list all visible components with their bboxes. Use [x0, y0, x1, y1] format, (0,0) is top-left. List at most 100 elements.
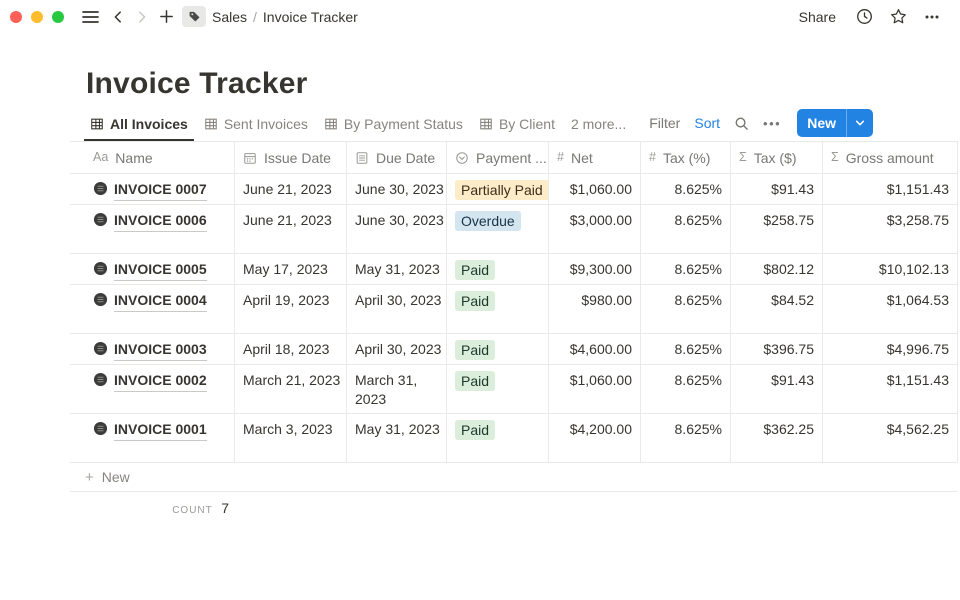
tax-percent-cell[interactable]: 8.625%	[641, 174, 731, 204]
payment-status-cell[interactable]: Paid	[447, 254, 549, 284]
net-cell[interactable]: $1,060.00	[549, 174, 641, 204]
table-view-icon	[479, 117, 493, 131]
tax-dollar-cell[interactable]: $396.75	[731, 334, 823, 364]
breadcrumb-page[interactable]: Invoice Tracker	[262, 8, 358, 25]
filter-button[interactable]: Filter	[649, 115, 681, 131]
share-button[interactable]: Share	[798, 8, 836, 25]
due-date-cell[interactable]: June 30, 2023	[347, 174, 447, 204]
invoice-name-cell[interactable]: INVOICE 0005	[85, 254, 235, 284]
net-cell[interactable]: $4,600.00	[549, 334, 641, 364]
invoice-name-cell[interactable]: INVOICE 0001	[85, 414, 235, 462]
issue-date-cell[interactable]: April 19, 2023	[235, 285, 347, 333]
column-header-issue-date[interactable]: Issue Date	[235, 142, 347, 173]
close-window-button[interactable]	[10, 10, 22, 23]
payment-status-cell[interactable]: Paid	[447, 365, 549, 413]
tab-label: 2 more...	[570, 116, 627, 132]
tab-sent-invoices[interactable]: Sent Invoices	[198, 111, 314, 141]
column-header-net[interactable]: # Net	[549, 142, 641, 173]
chevron-right-icon[interactable]	[130, 5, 154, 29]
star-icon[interactable]	[886, 5, 910, 29]
issue-date-cell[interactable]: May 17, 2023	[235, 254, 347, 284]
gross-amount-cell[interactable]: $1,151.43	[823, 174, 958, 204]
due-date-cell[interactable]: April 30, 2023	[347, 285, 447, 333]
plus-icon[interactable]	[154, 5, 178, 29]
column-header-gross-amount[interactable]: Σ Gross amount	[823, 142, 958, 173]
table-view-icon	[204, 117, 218, 131]
invoice-name-cell[interactable]: INVOICE 0003	[85, 334, 235, 364]
gross-amount-cell[interactable]: $4,562.25	[823, 414, 958, 462]
search-icon[interactable]	[734, 116, 749, 131]
new-button-dropdown[interactable]	[847, 109, 873, 137]
tab-by-payment-status[interactable]: By Payment Status	[318, 111, 469, 141]
hamburger-icon[interactable]	[78, 5, 102, 29]
column-header-tax[interactable]: # Tax (%)	[641, 142, 731, 173]
tax-dollar-cell[interactable]: $258.75	[731, 205, 823, 253]
tax-dollar-cell[interactable]: $802.12	[731, 254, 823, 284]
count-calculation[interactable]: count 7	[70, 492, 235, 526]
tax-percent-cell[interactable]: 8.625%	[641, 365, 731, 413]
due-date-cell[interactable]: April 30, 2023	[347, 334, 447, 364]
column-header-payment[interactable]: Payment ...	[447, 142, 549, 173]
due-date-cell[interactable]: June 30, 2023	[347, 205, 447, 253]
new-button[interactable]: New	[797, 109, 873, 137]
payment-status-cell[interactable]: Paid	[447, 414, 549, 462]
more-options-icon[interactable]: •••	[763, 115, 782, 131]
gross-amount-cell[interactable]: $10,102.13	[823, 254, 958, 284]
column-header-tax[interactable]: Σ Tax ($)	[731, 142, 823, 173]
page-icon-chip[interactable]	[182, 6, 206, 27]
tab-by-client[interactable]: By Client	[473, 111, 561, 141]
new-button-label[interactable]: New	[807, 115, 836, 131]
payment-status-cell[interactable]: Paid	[447, 285, 549, 333]
due-date-cell[interactable]: May 31, 2023	[347, 414, 447, 462]
net-cell[interactable]: $4,200.00	[549, 414, 641, 462]
payment-status-cell[interactable]: Partially Paid	[447, 174, 549, 204]
tab-2-more[interactable]: 2 more...	[565, 111, 632, 141]
tab-all-invoices[interactable]: All Invoices	[84, 111, 194, 141]
invoice-name-cell[interactable]: INVOICE 0002	[85, 365, 235, 413]
minimize-window-button[interactable]	[31, 10, 43, 23]
ellipsis-icon[interactable]	[920, 5, 944, 29]
tax-dollar-cell[interactable]: $362.25	[731, 414, 823, 462]
issue-date-cell[interactable]: April 18, 2023	[235, 334, 347, 364]
gross-amount-cell[interactable]: $3,258.75	[823, 205, 958, 253]
clock-icon[interactable]	[852, 5, 876, 29]
tax-percent-cell[interactable]: 8.625%	[641, 205, 731, 253]
invoice-page-icon	[93, 421, 108, 441]
maximize-window-button[interactable]	[52, 10, 64, 23]
net-cell[interactable]: $9,300.00	[549, 254, 641, 284]
gross-amount-cell[interactable]: $1,064.53	[823, 285, 958, 333]
gross-amount-cell[interactable]: $4,996.75	[823, 334, 958, 364]
invoice-name-cell[interactable]: INVOICE 0007	[85, 174, 235, 204]
status-badge: Paid	[455, 291, 496, 311]
table-view-icon	[90, 117, 104, 131]
invoice-name-cell[interactable]: INVOICE 0006	[85, 205, 235, 253]
issue-date-cell[interactable]: March 21, 2023	[235, 365, 347, 413]
issue-date-cell[interactable]: June 21, 2023	[235, 174, 347, 204]
invoice-name-cell[interactable]: INVOICE 0004	[85, 285, 235, 333]
chevron-left-icon[interactable]	[106, 5, 130, 29]
tax-percent-cell[interactable]: 8.625%	[641, 414, 731, 462]
net-cell[interactable]: $980.00	[549, 285, 641, 333]
sort-button[interactable]: Sort	[694, 115, 721, 131]
due-date-cell[interactable]: May 31, 2023	[347, 254, 447, 284]
text-property-icon: Aa	[93, 150, 109, 165]
issue-date-cell[interactable]: June 21, 2023	[235, 205, 347, 253]
payment-status-cell[interactable]: Paid	[447, 334, 549, 364]
tax-dollar-cell[interactable]: $84.52	[731, 285, 823, 333]
due-date-cell[interactable]: March 31, 2023	[347, 365, 447, 413]
tax-dollar-cell[interactable]: $91.43	[731, 174, 823, 204]
net-cell[interactable]: $1,060.00	[549, 365, 641, 413]
tax-percent-cell[interactable]: 8.625%	[641, 334, 731, 364]
tax-percent-cell[interactable]: 8.625%	[641, 254, 731, 284]
gross-amount-cell[interactable]: $1,151.43	[823, 365, 958, 413]
payment-status-cell[interactable]: Overdue	[447, 205, 549, 253]
tax-dollar-cell[interactable]: $91.43	[731, 365, 823, 413]
status-badge: Partially Paid	[455, 180, 548, 200]
breadcrumb-workspace[interactable]: Sales	[212, 8, 248, 25]
net-cell[interactable]: $3,000.00	[549, 205, 641, 253]
column-header-name[interactable]: Aa Name	[85, 142, 235, 173]
new-row-button[interactable]: + New	[70, 463, 958, 492]
column-header-due-date[interactable]: Due Date	[347, 142, 447, 173]
issue-date-cell[interactable]: March 3, 2023	[235, 414, 347, 462]
tax-percent-cell[interactable]: 8.625%	[641, 285, 731, 333]
